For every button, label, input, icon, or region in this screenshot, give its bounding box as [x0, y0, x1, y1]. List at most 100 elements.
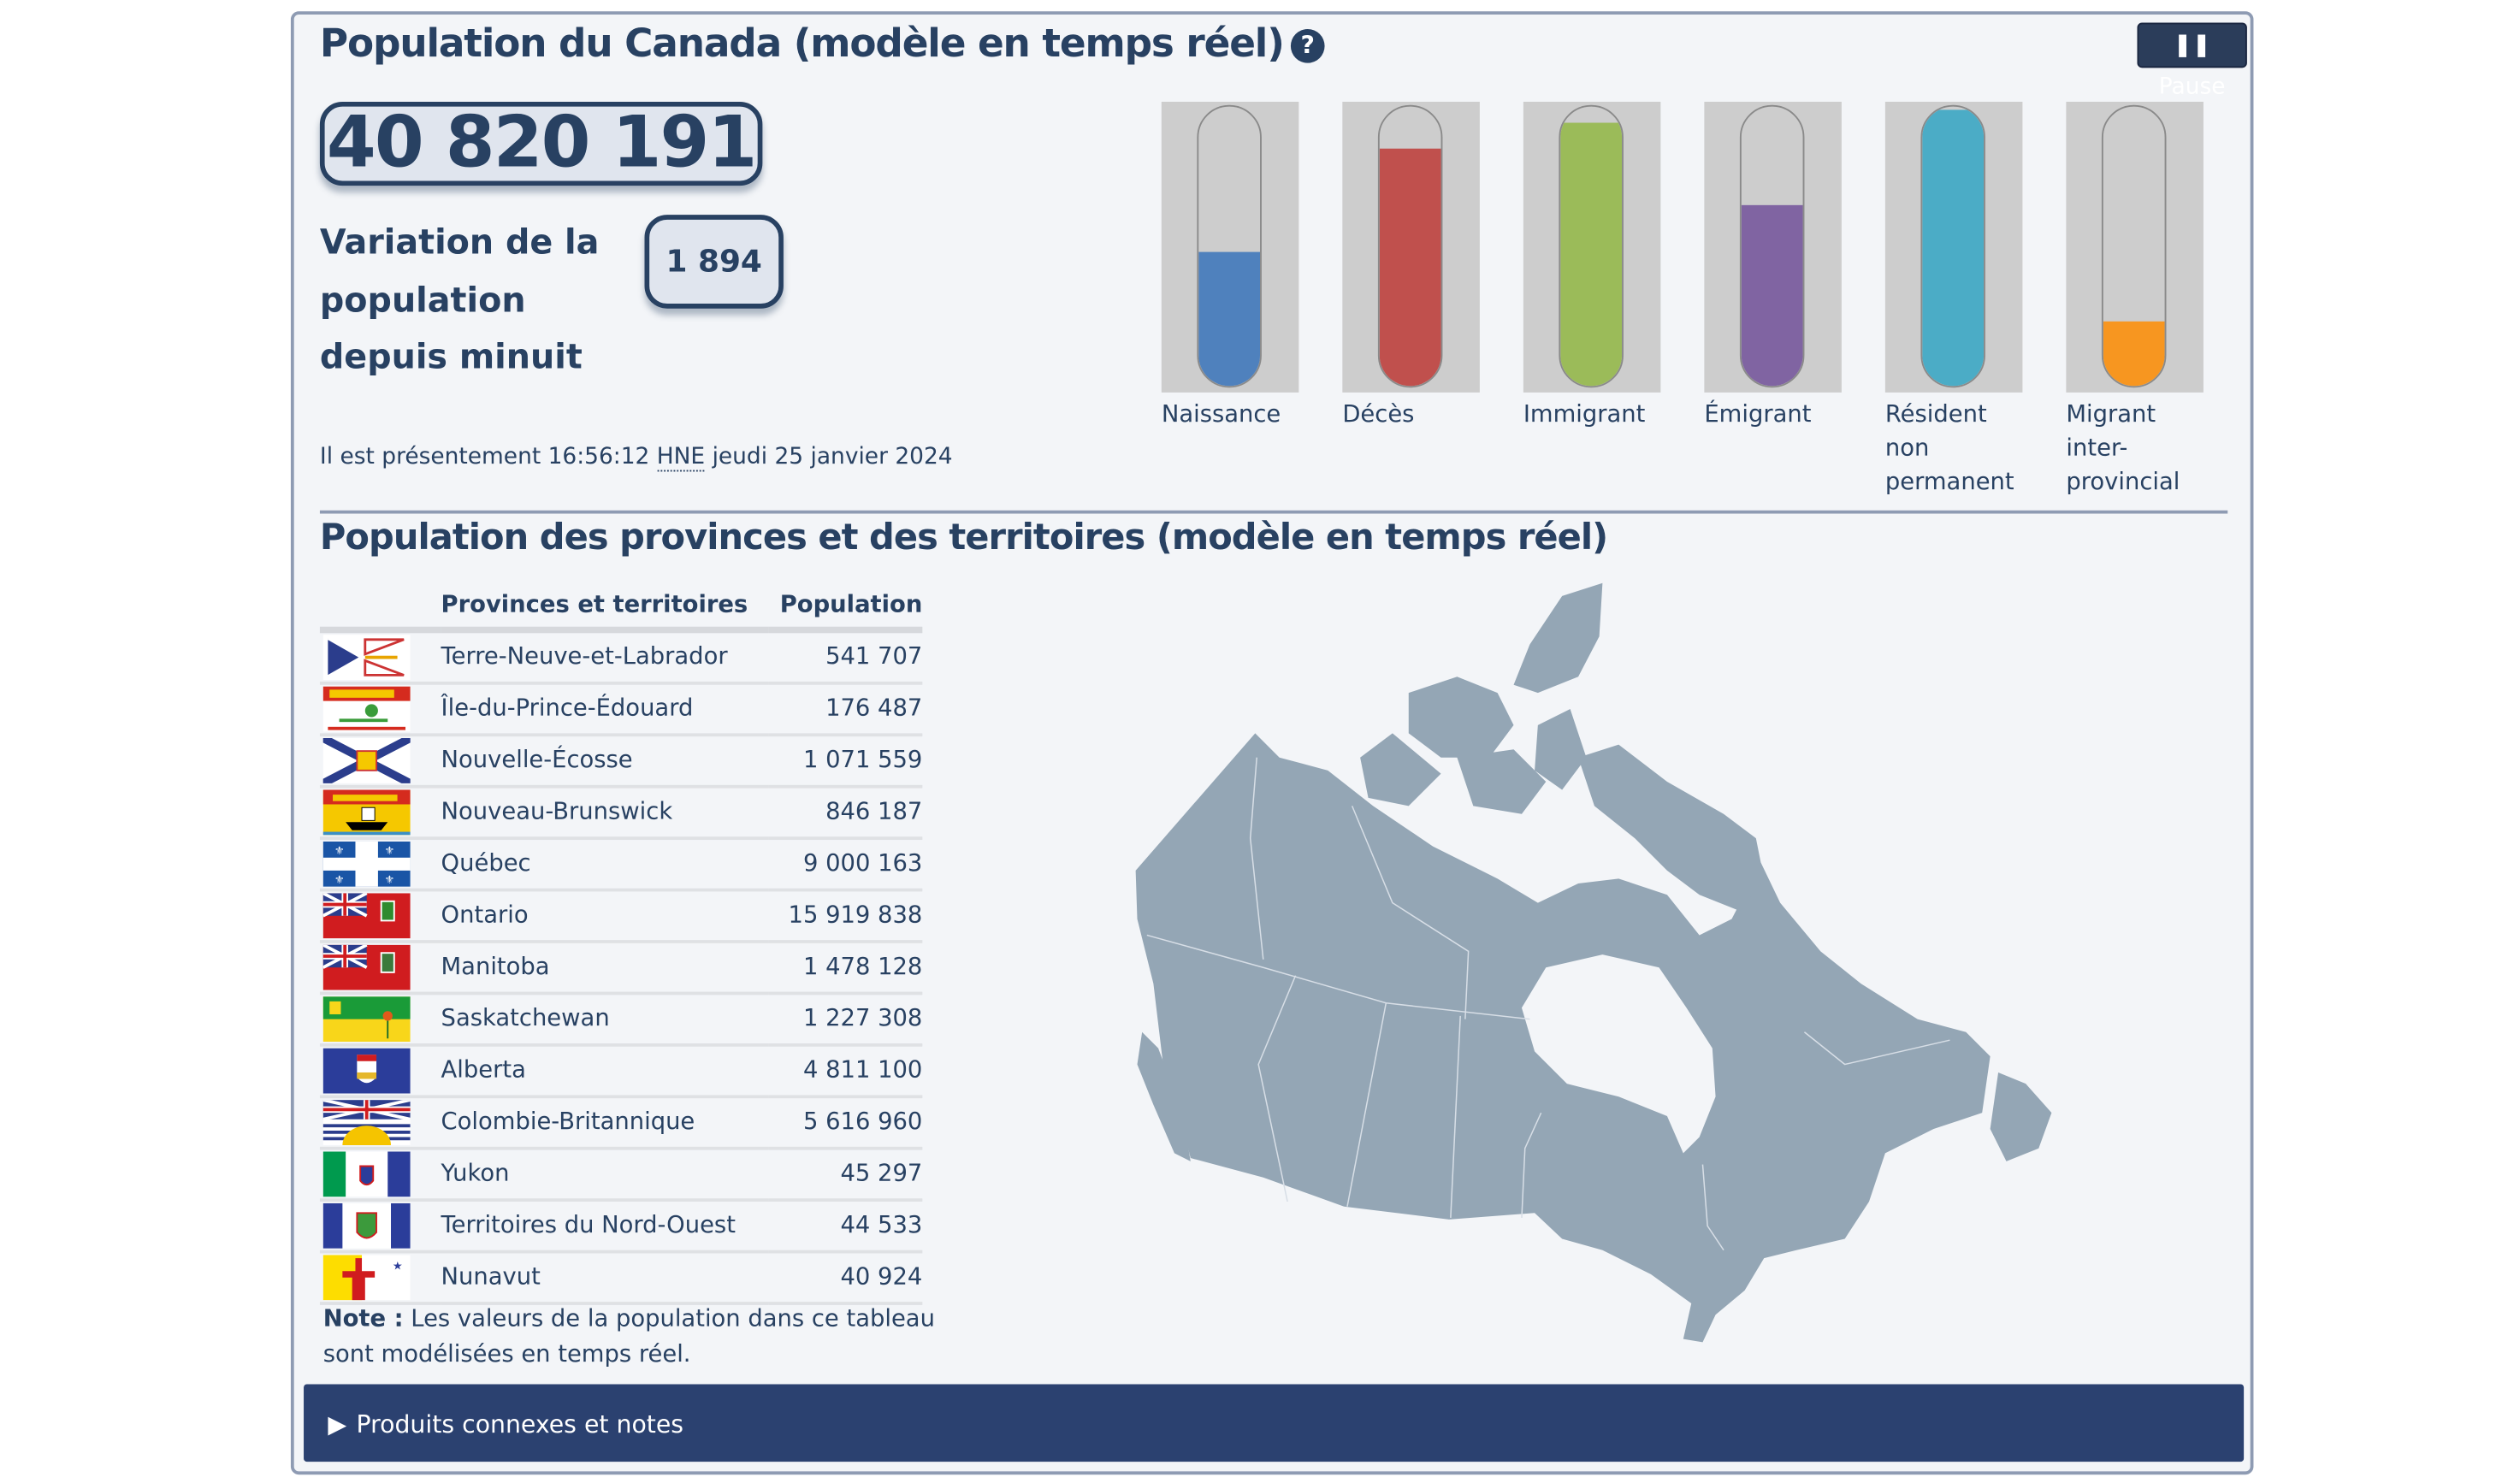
gauge-0: Naissance [1161, 101, 1299, 433]
caret-right-icon: ▶ [328, 1409, 347, 1439]
province-population: 1 071 559 [769, 735, 923, 789]
province-name: Ontario [441, 889, 770, 943]
current-time: Il est présentement 16:56:12 HNE jeudi 2… [319, 444, 953, 472]
gauge-fill [2103, 322, 2165, 387]
province-population: 541 707 [769, 629, 923, 685]
gauge-label: Résident non permanent [1884, 402, 2014, 496]
province-population: 846 187 [769, 786, 923, 841]
population-clock-panel: Population du Canada (modèle en temps ré… [290, 11, 2254, 1475]
gauge-background [1342, 101, 1480, 393]
pause-label: Pause [2158, 74, 2226, 101]
svg-text:⚜: ⚜ [384, 874, 394, 887]
gauge-label: Décès [1342, 402, 1415, 428]
flag-cell [319, 941, 441, 996]
gauge-4: Résident non permanent [1884, 101, 2023, 500]
gauge-tube [1559, 104, 1624, 388]
flag-header [319, 584, 441, 634]
on-flag-icon [322, 893, 411, 939]
variation-label: Variation de la population depuis minuit [319, 222, 600, 377]
gauge-fill [1741, 204, 1803, 387]
bc-flag-icon [322, 1100, 411, 1145]
gauge-label: Naissance [1161, 402, 1281, 428]
qc-flag-icon: ⚜ ⚜ ⚜ ⚜ [322, 841, 411, 887]
nb-flag-icon [322, 789, 411, 836]
total-population: 40 820 191 [319, 101, 763, 186]
svg-text:⚜: ⚜ [334, 874, 345, 887]
page-title: Population du Canada (modèle en temps ré… [319, 21, 1325, 67]
time-text: Il est présentement 16:56:12 [319, 444, 650, 470]
col-name-header: Provinces et territoires [441, 584, 770, 634]
question-circle-icon[interactable]: ? [1290, 28, 1325, 63]
ns-flag-icon [322, 738, 411, 783]
gauge-background [1161, 101, 1299, 393]
related-products-toggle[interactable]: ▶ Produits connexes et notes [304, 1384, 2245, 1462]
table-row: Manitoba 1 478 128 [319, 941, 923, 996]
province-name: Terre-Neuve-et-Labrador [441, 629, 770, 685]
nt-flag-icon [322, 1202, 411, 1249]
province-name: Île-du-Prince-Édouard [441, 682, 770, 737]
flag-cell [319, 629, 441, 685]
pause-button[interactable]: ❚❚ Pause [2137, 22, 2247, 100]
title-text: Population du Canada (modèle en temps ré… [319, 21, 1285, 67]
table-header: Provinces et territoires Population [319, 584, 923, 634]
related-products-label: Produits connexes et notes [356, 1409, 684, 1439]
province-population: 44 533 [769, 1200, 923, 1254]
flag-cell: ⚜ ⚜ ⚜ ⚜ [319, 838, 441, 892]
province-population: 40 924 [769, 1251, 923, 1305]
flag-cell [319, 1044, 441, 1099]
province-name: Nouvelle-Écosse [441, 735, 770, 789]
province-population: 5 616 960 [769, 1096, 923, 1150]
province-name: Territoires du Nord-Ouest [441, 1200, 770, 1254]
province-borders [1146, 757, 1950, 1251]
province-population: 176 487 [769, 682, 923, 737]
table-row: Ontario 15 919 838 [319, 889, 923, 943]
newfoundland [1990, 1072, 2052, 1161]
flag-cell [319, 993, 441, 1047]
yt-flag-icon [322, 1151, 411, 1197]
gauge-label: Immigrant [1523, 402, 1646, 428]
table-row: Île-du-Prince-Édouard 176 487 [319, 682, 923, 737]
ellesmere-island [1513, 582, 1603, 694]
flag-cell [319, 1096, 441, 1150]
gauge-tube [1197, 104, 1262, 388]
gauge-fill [1379, 148, 1441, 387]
note-label: Note : [322, 1306, 404, 1333]
time-zone: HNE [656, 444, 706, 472]
gauge-2: Immigrant [1523, 101, 1661, 433]
gauge-fill [1560, 123, 1623, 387]
nl-flag-icon [322, 635, 411, 681]
variation-value: 1 894 [644, 215, 784, 309]
provinces-table: Provinces et territoires Population Terre… [319, 584, 923, 1305]
table-row: Nouvelle-Écosse 1 071 559 [319, 735, 923, 789]
gauge-background [1523, 101, 1661, 393]
svg-text:⚜: ⚜ [334, 845, 345, 858]
table-row: Territoires du Nord-Ouest 44 533 [319, 1200, 923, 1254]
gauge-5: Migrant inter- provincial [2066, 101, 2204, 500]
table-row: Colombie-Britannique 5 616 960 [319, 1096, 923, 1150]
table-row: Alberta 4 811 100 [319, 1044, 923, 1099]
vancouver-island [1137, 1031, 1191, 1161]
province-name: Nunavut [441, 1251, 770, 1305]
province-name: Nouveau-Brunswick [441, 786, 770, 841]
province-population: 4 811 100 [769, 1044, 923, 1099]
flag-cell [319, 1200, 441, 1254]
table-row: ⚜ ⚜ ⚜ ⚜ Québec 9 000 163 [319, 838, 923, 892]
pause-icon: ❚❚ [2173, 32, 2211, 58]
divider [319, 510, 2228, 514]
gauge-label: Migrant inter- provincial [2066, 402, 2180, 496]
date-text: jeudi 25 janvier 2024 [712, 444, 953, 470]
province-name: Québec [441, 838, 770, 892]
ab-flag-icon [322, 1048, 411, 1094]
gauge-fill [1922, 109, 1985, 387]
hudson-bay [1521, 954, 1716, 1154]
provinces-title: Population des provinces et des territoi… [319, 518, 1608, 559]
table-row: Nouveau-Brunswick 846 187 [319, 786, 923, 841]
gauge-tube [1377, 104, 1443, 388]
nu-flag-icon: ★ [322, 1255, 411, 1301]
province-population: 1 227 308 [769, 993, 923, 1047]
table-note: Note : Les valeurs de la population dans… [323, 1302, 938, 1373]
province-name: Alberta [441, 1044, 770, 1099]
sk-flag-icon [322, 996, 411, 1043]
province-name: Manitoba [441, 941, 770, 996]
gauge-tube [1920, 104, 1985, 388]
